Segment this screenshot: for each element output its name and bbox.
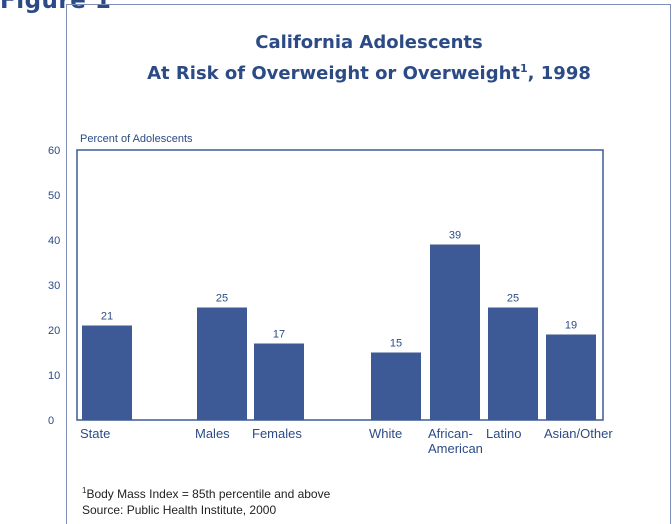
x-tick-label: Females	[252, 426, 302, 441]
data-label: 25	[216, 293, 228, 305]
data-label: 17	[273, 329, 285, 341]
x-tick-label: State	[80, 426, 110, 441]
y-tick-label: 30	[48, 280, 60, 292]
x-tick-label: Males	[195, 426, 230, 441]
figure-label: Figure 1	[0, 0, 112, 14]
data-label: 19	[565, 320, 577, 332]
y-tick-label: 10	[48, 370, 60, 382]
footnote-text: Body Mass Index = 85th percentile and ab…	[86, 487, 331, 501]
bar	[197, 307, 247, 420]
bar	[371, 352, 421, 420]
plot-border	[76, 149, 604, 421]
chart-title-line2: At Risk of Overweight or Overweight1, 19…	[66, 62, 672, 84]
x-tick-label: African-American	[428, 426, 483, 456]
data-label: 39	[449, 230, 461, 242]
y-axis-label: Percent of Adolescents	[80, 133, 193, 145]
bar	[82, 325, 132, 420]
bar	[254, 343, 304, 420]
y-tick-label: 20	[48, 325, 60, 337]
figure-frame	[66, 4, 671, 524]
chart-title-year: , 1998	[527, 63, 591, 84]
data-label: 15	[390, 338, 402, 350]
data-label: 25	[507, 293, 519, 305]
bar	[488, 307, 538, 420]
y-tick-label: 40	[48, 235, 60, 247]
footnote-marker: 1	[82, 486, 87, 495]
x-tick-label: White	[369, 426, 402, 441]
x-tick-label: Asian/Other	[544, 426, 613, 441]
y-tick-label: 50	[48, 190, 60, 202]
x-tick-label: Latino	[486, 426, 521, 441]
footnote: 1Body Mass Index = 85th percentile and a…	[82, 486, 330, 501]
bar	[430, 244, 480, 420]
y-tick-label: 0	[48, 415, 54, 427]
y-tick-label: 60	[48, 145, 60, 157]
source-note: Source: Public Health Institute, 2000	[82, 503, 277, 517]
bar	[546, 334, 596, 420]
chart-title-text: At Risk of Overweight or Overweight	[147, 63, 521, 84]
title-footnote-marker: 1	[520, 62, 528, 75]
data-label: 21	[101, 311, 113, 323]
chart-title-line1: California Adolescents	[255, 32, 483, 53]
